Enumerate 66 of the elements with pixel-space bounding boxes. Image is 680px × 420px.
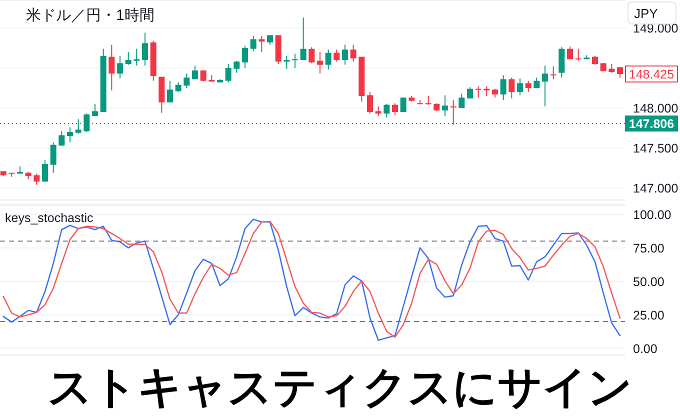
- candlestick: [117, 56, 123, 79]
- candlestick: [300, 17, 306, 60]
- candlestick: [42, 160, 48, 182]
- candlestick: [50, 142, 56, 174]
- candlestick: [384, 104, 390, 118]
- text: 米ドル／円・1時間: [26, 7, 154, 24]
- ref-line-label: 147.806: [628, 117, 674, 132]
- candlestick: [175, 82, 182, 92]
- y-tick-label: 100.00: [633, 208, 672, 222]
- y-tick-label: 147.500: [633, 142, 678, 156]
- candlestick: [67, 126, 73, 143]
- y-tick-label: 75.00: [633, 241, 664, 256]
- candlestick: [375, 106, 382, 116]
- candlestick: [450, 100, 456, 126]
- candlestick: [308, 46, 315, 64]
- candlestick: [442, 94, 448, 116]
- candlestick: [317, 52, 323, 74]
- text: ストキャスティクスにサイン: [48, 363, 632, 412]
- candlestick: [392, 102, 398, 116]
- candlestick: [367, 92, 373, 114]
- text: JPY: [634, 6, 658, 21]
- text: keys_stochastic: [5, 211, 94, 225]
- y-tick-label: 25.00: [633, 308, 664, 322]
- candlestick: [108, 44, 115, 91]
- y-tick-label: 50.00: [633, 274, 664, 289]
- candlestick: [575, 48, 582, 62]
- y-tick-label: 0.00: [633, 342, 658, 356]
- candlestick: [567, 46, 573, 60]
- candlestick: [242, 45, 248, 68]
- candlestick: [517, 78, 523, 96]
- candlestick: [508, 77, 515, 99]
- candlestick: [425, 96, 432, 106]
- candlestick: [192, 65, 198, 80]
- candlestick: [167, 80, 173, 103]
- candlestick: [400, 97, 406, 112]
- y-tick-label: 148.000: [633, 102, 678, 116]
- candlestick: [484, 86, 490, 96]
- candlestick: [617, 66, 623, 78]
- candlestick: [225, 64, 232, 83]
- candlestick: [267, 34, 273, 46]
- candlestick: [334, 49, 340, 62]
- candlestick: [325, 49, 332, 70]
- candlestick: [467, 86, 473, 99]
- y-tick-label: 147.000: [633, 182, 678, 196]
- candlestick: [475, 86, 482, 98]
- candlestick: [500, 74, 506, 100]
- candlestick: [84, 113, 90, 132]
- candlestick: [558, 46, 565, 78]
- candlestick: [550, 66, 556, 80]
- candlestick: [34, 173, 40, 186]
- candlestick: [184, 73, 190, 88]
- candlestick: [350, 44, 356, 62]
- candlestick: [134, 48, 140, 66]
- candlestick: [234, 60, 240, 74]
- candlestick: [250, 36, 256, 52]
- text: 148.425: [628, 68, 674, 82]
- candlestick: [284, 56, 290, 70]
- candlestick: [525, 80, 532, 92]
- candlestick: [458, 93, 465, 108]
- candlestick: [58, 130, 65, 146]
- candlestick: [542, 65, 548, 107]
- candlestick: [258, 36, 265, 52]
- candlestick: [342, 44, 348, 66]
- candlestick: [125, 52, 132, 66]
- candlestick: [142, 32, 148, 66]
- candlestick: [292, 53, 298, 68]
